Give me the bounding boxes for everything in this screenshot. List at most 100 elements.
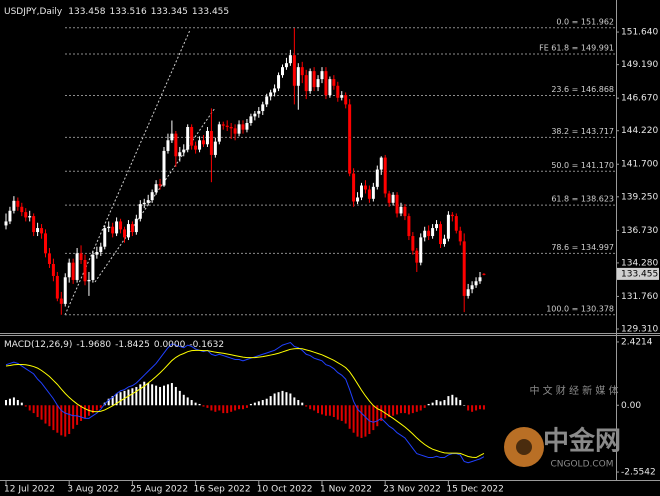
- y-tick-label: 2.4214: [621, 337, 653, 347]
- histogram-bar: [372, 405, 375, 431]
- trend-line: [94, 107, 216, 283]
- fib-label: 61.8 = 138.623: [551, 195, 614, 204]
- candle-body: [55, 275, 59, 299]
- candle-body: [233, 128, 237, 134]
- open-value: 133.458: [68, 7, 105, 17]
- histogram-bar: [309, 405, 312, 410]
- candle-body: [348, 104, 352, 174]
- candle-body: [379, 157, 383, 170]
- histogram-bar: [202, 405, 205, 407]
- candle-body: [138, 204, 142, 219]
- histogram-bar: [388, 405, 391, 418]
- histogram-bar: [348, 405, 351, 429]
- candle-body: [134, 218, 138, 233]
- candle-body: [328, 79, 332, 96]
- candle-body: [395, 194, 399, 214]
- candle-body: [360, 185, 363, 198]
- candle-body: [190, 127, 194, 146]
- candle-body: [383, 157, 387, 194]
- candle-body: [16, 200, 20, 207]
- candle-body: [407, 216, 411, 237]
- high-value: 133.516: [109, 7, 146, 17]
- candle-body: [79, 253, 83, 260]
- histogram-bar: [91, 405, 94, 414]
- candle-body: [229, 127, 233, 129]
- candle-body: [225, 125, 229, 128]
- histogram-bar: [277, 392, 280, 406]
- y-tick-label: 146.670: [621, 94, 658, 104]
- candle-body: [442, 238, 446, 245]
- candle-body: [458, 230, 462, 242]
- candle-body: [95, 252, 99, 255]
- y-tick-label: 129.310: [621, 325, 658, 335]
- candle-body: [111, 226, 115, 234]
- x-tick-label: 15 Dec 2022: [446, 485, 504, 495]
- histogram-bar: [115, 393, 118, 406]
- histogram-bar: [321, 405, 323, 415]
- histogram-bar: [242, 405, 244, 410]
- histogram-bar: [8, 398, 11, 406]
- histogram-bar: [352, 405, 355, 433]
- histogram-bar: [396, 405, 399, 415]
- histogram-bar: [344, 405, 347, 424]
- histogram-bar: [305, 405, 308, 407]
- y-tick-label: 134.280: [621, 258, 658, 268]
- watermark: 中金网 CNGOLD.COM 中 文 财 经 新 媒 体: [504, 384, 621, 470]
- fib-label: 38.2 = 143.717: [551, 127, 614, 136]
- current-price-label: 133.455: [621, 269, 658, 279]
- histogram-bar: [56, 405, 59, 433]
- candle-body: [47, 253, 51, 264]
- candle-body: [75, 253, 79, 280]
- histogram-bar: [24, 405, 27, 407]
- indicator-line: [5, 348, 485, 459]
- histogram-bar: [40, 405, 43, 420]
- histogram-bar: [336, 405, 339, 420]
- histogram-bar: [194, 402, 197, 406]
- histogram-bar: [186, 397, 189, 406]
- candle-body: [415, 250, 419, 263]
- histogram-bar: [285, 392, 288, 406]
- histogram-bar: [328, 405, 331, 416]
- histogram-bar: [455, 397, 458, 406]
- candle-body: [174, 133, 178, 157]
- candle-body: [213, 141, 217, 155]
- histogram-bar: [447, 396, 450, 406]
- candle-body: [186, 127, 190, 150]
- candle-body: [352, 173, 356, 202]
- histogram-bar: [119, 392, 122, 406]
- candle-body: [67, 262, 71, 278]
- x-tick-label: 25 Aug 2022: [130, 485, 188, 495]
- histogram-bar: [423, 405, 426, 408]
- histogram-bar: [324, 405, 327, 416]
- histogram-bar: [52, 405, 55, 431]
- candle-body: [170, 133, 174, 141]
- close-value: 133.455: [192, 7, 229, 17]
- candle-body: [202, 140, 205, 145]
- histogram-bar: [178, 390, 181, 406]
- histogram-bar: [44, 405, 47, 424]
- candle-body: [24, 212, 28, 218]
- candle-body: [474, 281, 478, 286]
- x-tick-label: 23 Nov 2022: [383, 485, 441, 495]
- candle-body: [4, 221, 8, 226]
- fib-label: 78.6 = 134.997: [551, 243, 614, 252]
- indicator-title: MACD(12,26,9): [4, 340, 72, 350]
- candle-body: [8, 210, 12, 222]
- candle-body: [146, 200, 150, 203]
- histogram-bar: [234, 405, 237, 411]
- histogram-bar: [163, 385, 165, 406]
- candle-body: [308, 71, 312, 92]
- candle-body: [391, 194, 395, 203]
- histogram-bar: [20, 402, 23, 406]
- candle-body: [166, 140, 170, 151]
- candle-body: [91, 254, 95, 280]
- histogram-bar: [384, 405, 387, 419]
- histogram-bar: [48, 405, 51, 427]
- indicator-value: 0.0000: [154, 340, 186, 350]
- candle-body: [450, 214, 454, 217]
- candle-body: [478, 277, 482, 282]
- histogram-bar: [107, 398, 110, 406]
- candle-body: [427, 230, 431, 237]
- candle-body: [454, 216, 458, 231]
